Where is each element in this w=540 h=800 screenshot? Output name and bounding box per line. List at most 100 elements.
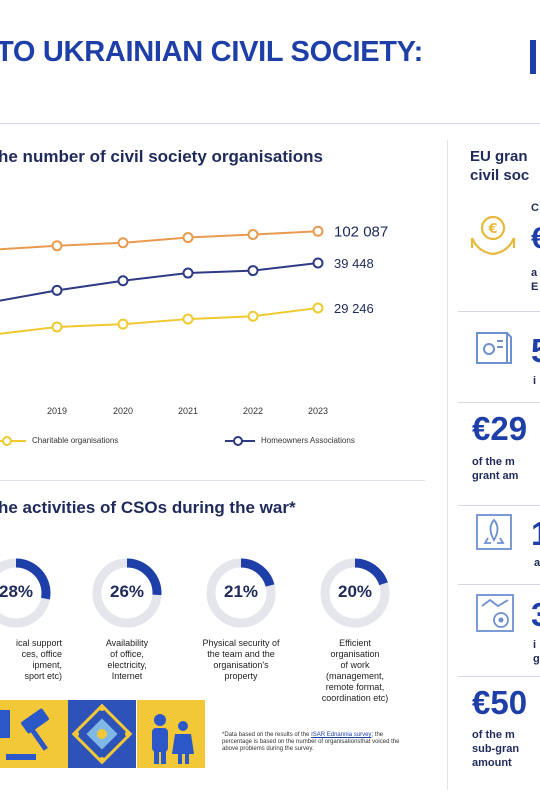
donut-arc-2 xyxy=(240,558,275,587)
legend-charitable-marker xyxy=(0,435,26,446)
card6-line2: sub-gran xyxy=(472,743,520,755)
series-0-point-5 xyxy=(312,225,324,237)
column-divider xyxy=(447,140,448,790)
series-2-point-2 xyxy=(117,318,129,330)
series-1-point-5 xyxy=(312,257,324,269)
series-line-2 xyxy=(0,306,319,335)
caption-line: Internet xyxy=(111,671,143,681)
donut-value-1: 26% xyxy=(109,582,145,601)
legend-homeowners: Homeowners Associations xyxy=(225,435,355,446)
card3-line1: of the m xyxy=(472,456,515,468)
caption-line: of office, xyxy=(110,649,144,659)
donut-item-0: 28% xyxy=(0,555,54,631)
footnote-text: ; the percentage is based on the number … xyxy=(222,732,400,752)
heading-line: EU gran xyxy=(470,148,528,165)
card5-line2: g xyxy=(533,653,540,665)
series-2-end-label: 29 246 xyxy=(334,301,374,316)
donut-ring-1 xyxy=(92,558,162,628)
caption-line: the team and the xyxy=(207,649,275,659)
caption-line: Availability xyxy=(105,638,149,648)
series-1-point-1 xyxy=(51,284,63,296)
card3-line2: grant am xyxy=(472,470,519,482)
caption-line: sport etc) xyxy=(24,671,62,681)
series-0-end-label: 102 087 xyxy=(334,223,388,240)
series-2-point-1 xyxy=(51,321,63,333)
donut-ring-0 xyxy=(0,558,51,628)
caption-line: organisation's xyxy=(213,660,269,670)
x-tick-label: 2023 xyxy=(308,406,328,416)
series-line-0 xyxy=(0,230,319,251)
series-line-1 xyxy=(0,262,319,302)
donut-arc-1 xyxy=(126,558,162,596)
series-1-point-3 xyxy=(182,267,194,279)
card5-value: 3 xyxy=(531,596,540,634)
blueprint-icon xyxy=(476,332,512,364)
donut-item-2: 21% xyxy=(203,555,279,631)
gavel-icon xyxy=(0,708,49,760)
series-0-point-3 xyxy=(182,232,194,244)
donut-caption-2: Physical security of the team and the or… xyxy=(181,638,301,682)
card5-line1: i xyxy=(533,639,537,651)
title-accent-bar xyxy=(530,40,536,74)
card-divider xyxy=(458,311,540,312)
donut-ring-3 xyxy=(320,558,390,628)
series-2-point-4 xyxy=(247,310,259,322)
donut-arc-0 xyxy=(15,558,51,600)
card6-line1: of the m xyxy=(472,729,515,741)
gear-map-icon xyxy=(476,594,514,632)
section-counts-heading: he number of civil society organisations xyxy=(0,147,323,166)
caption-line: remote format, xyxy=(325,682,385,692)
donut-item-3: 20% xyxy=(317,555,393,631)
series-0-point-1 xyxy=(51,240,63,252)
card6-value: €50 xyxy=(472,684,528,721)
card3-value: €29 xyxy=(472,410,528,447)
caption-line: of work xyxy=(340,660,370,670)
right-panel-heading: EU gran civil soc xyxy=(470,147,529,185)
card1-line2: E xyxy=(531,281,539,293)
x-tick-label: 2020 xyxy=(113,406,133,416)
series-1-end-label: 39 448 xyxy=(334,256,374,271)
heading-line: civil soc xyxy=(470,167,530,184)
card2-line1: i xyxy=(533,375,537,387)
card1-line1: a xyxy=(531,267,538,279)
euro-hands-icon: € xyxy=(470,215,516,256)
donut-caption-1: Availability of office, electricity, Int… xyxy=(67,638,187,682)
footnote-text: *Data based on the results of the xyxy=(222,732,312,738)
caption-line: Efficient xyxy=(339,638,371,648)
donut-value-0: 28% xyxy=(0,582,34,601)
donut-arc-3 xyxy=(354,558,388,586)
donut-caption-0: ical support ces, office ipment, sport e… xyxy=(0,638,62,682)
series-1-point-4 xyxy=(247,265,259,277)
card-divider xyxy=(458,676,540,677)
survey-footnote: *Data based on the results of the ISAR E… xyxy=(222,732,412,753)
series-0-point-4 xyxy=(247,229,259,241)
card4-value: 1 xyxy=(531,515,540,553)
series-2-point-3 xyxy=(182,313,194,325)
people-tile xyxy=(137,700,205,768)
donut-ring-2 xyxy=(206,558,276,628)
donut-caption-3: Efficient organisation of work (manageme… xyxy=(295,638,415,704)
series-0-point-2 xyxy=(117,237,129,249)
footnote-link[interactable]: ISAR Ednannia survey xyxy=(311,732,372,738)
svg-text:€: € xyxy=(487,222,497,237)
section-divider xyxy=(0,480,425,481)
caption-line: ipment, xyxy=(32,660,62,670)
legend-charitable: Charitable organisations xyxy=(0,435,118,446)
caption-line: (management, xyxy=(325,671,385,681)
caption-line: organisation xyxy=(330,649,380,659)
x-tick-label: 2021 xyxy=(178,406,198,416)
card1-letter: C xyxy=(531,202,539,214)
legend-homeowners-marker xyxy=(225,435,255,446)
caption-line: Physical security of xyxy=(202,638,280,648)
card2-value: 5 xyxy=(531,332,540,370)
card1-value: € xyxy=(531,222,540,255)
card-divider xyxy=(458,402,540,403)
x-tick-label: 2022 xyxy=(243,406,263,416)
donut-item-1: 26% xyxy=(89,555,165,631)
header-divider xyxy=(0,123,540,124)
card-divider xyxy=(458,505,540,506)
caption-line: coordination etc) xyxy=(321,693,389,703)
legend-homeowners-label: Homeowners Associations xyxy=(261,436,355,445)
caption-line: ical support xyxy=(15,638,62,648)
